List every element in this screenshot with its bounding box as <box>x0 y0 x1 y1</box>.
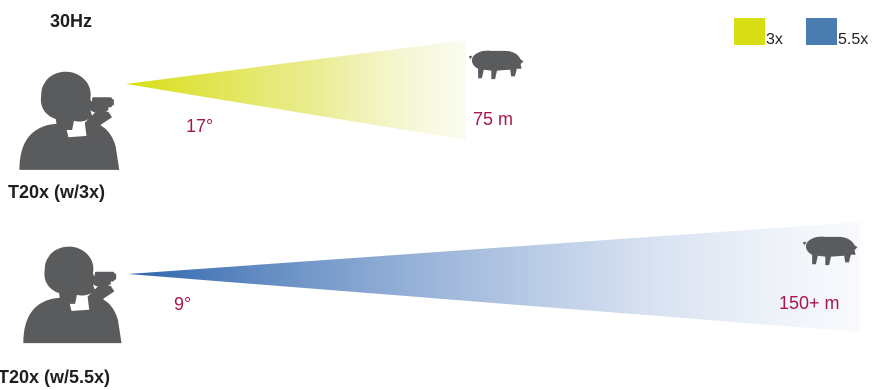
beam-5-5x <box>128 222 860 332</box>
wild-boar-icon <box>468 50 524 80</box>
distance-label-3x: 75 m <box>473 109 514 129</box>
legend-label-3x: 3x <box>766 31 783 48</box>
person-with-binoculars-icon <box>23 246 122 344</box>
legend-swatch-5-5x <box>806 18 837 45</box>
angle-label-3x: 17° <box>186 116 214 136</box>
legend-swatch-3x <box>734 18 765 45</box>
distance-label-5-5x: 150+ m <box>779 293 840 313</box>
model-label-3x: T20x (w/3x) <box>8 182 106 202</box>
refresh-rate-label: 30Hz <box>50 11 93 31</box>
person-with-binoculars-icon <box>19 71 120 170</box>
model-label-5-5x: T20x (w/5.5x) <box>0 367 111 387</box>
beam-3x <box>126 40 466 140</box>
legend-label-5-5x: 5.5x <box>838 31 869 48</box>
angle-label-5-5x: 9° <box>174 294 192 314</box>
